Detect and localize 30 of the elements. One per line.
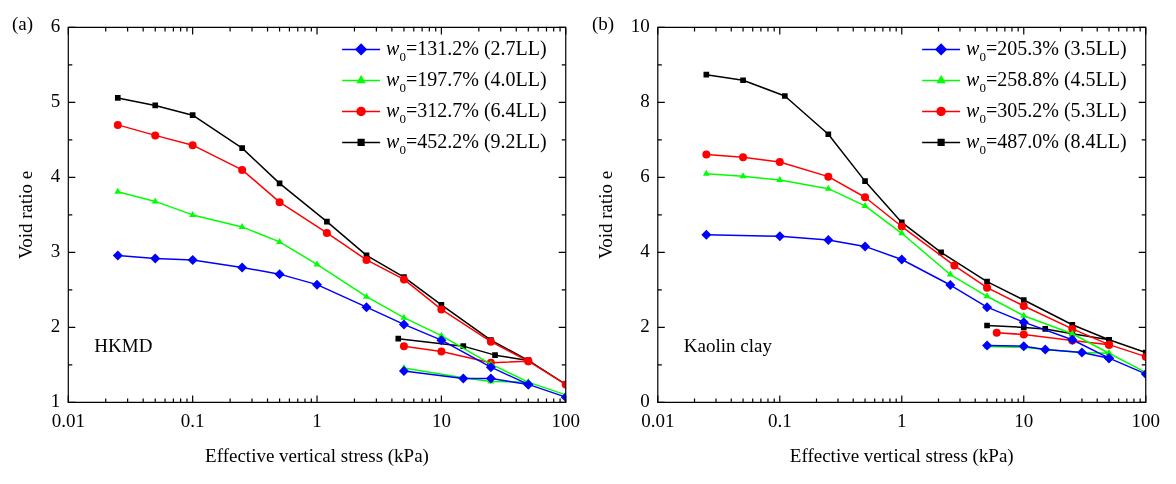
y-tick-label: 6 [50, 15, 61, 37]
text: (a) [12, 13, 34, 35]
y-tick-label: 6 [640, 165, 650, 187]
x-axis-title: Effective vertical stress (kPa) [205, 444, 429, 467]
y-axis-title: Void ratio e [595, 170, 617, 260]
y-tick-label: 4 [50, 165, 61, 187]
y-tick-label: 2 [640, 315, 650, 337]
x-tick-label: 100 [551, 409, 580, 431]
x-tick-label: 10 [431, 409, 451, 431]
y-tick-label: 2 [50, 315, 61, 337]
y-tick-label: 3 [50, 240, 61, 262]
y-axis-title: Void ratio e [15, 170, 37, 260]
x-tick-label: 0.01 [51, 409, 85, 431]
x-tick-label: 0.01 [641, 409, 675, 431]
x-axis-title: Effective vertical stress (kPa) [789, 444, 1014, 467]
x-tick-label: 0.1 [180, 409, 205, 431]
text: (b) [592, 13, 615, 35]
y-tick-label: 5 [50, 90, 61, 112]
annotation: HKMD [94, 335, 153, 357]
x-tick-label: 0.1 [767, 409, 792, 431]
y-tick-label: 8 [640, 90, 650, 112]
x-tick-label: 10 [1014, 409, 1034, 431]
y-tick-label: 4 [640, 240, 651, 262]
y-tick-label: 10 [630, 15, 650, 37]
x-tick-label: 1 [897, 409, 907, 431]
x-tick-label: 1 [312, 409, 322, 431]
y-tick-label: 0 [640, 390, 650, 412]
x-tick-label: 100 [1131, 409, 1160, 431]
annotation: Kaolin clay [683, 335, 773, 357]
y-tick-label: 1 [50, 390, 61, 412]
